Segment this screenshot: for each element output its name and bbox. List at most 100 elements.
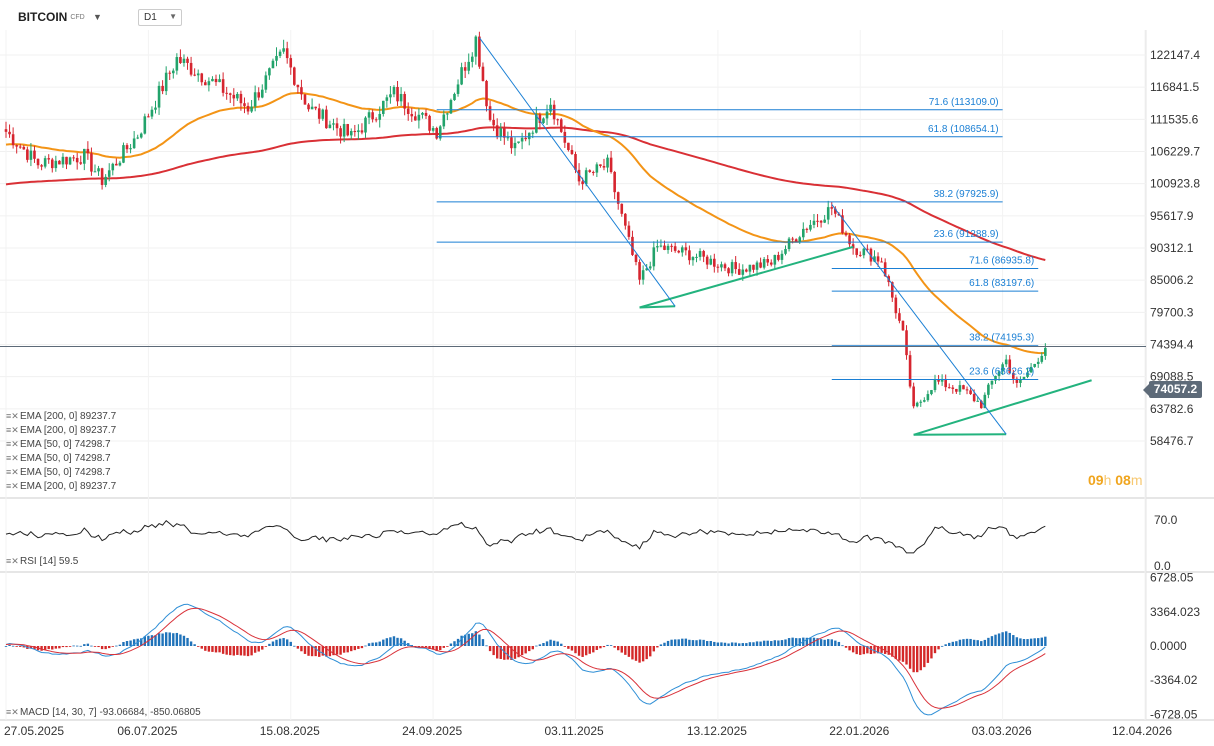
legend-ema-3[interactable]: ≡✕EMA [50, 0] 74298.7 xyxy=(6,439,111,450)
macd-bar xyxy=(705,641,709,646)
legend-ema-1[interactable]: ≡✕EMA [200, 0] 89237.7 xyxy=(6,411,117,422)
macd-bar xyxy=(962,639,965,646)
macd-bar xyxy=(431,646,435,650)
candle-body xyxy=(645,268,648,271)
candle-body xyxy=(175,57,179,71)
macd-bar xyxy=(129,640,132,646)
candle-body xyxy=(809,224,812,230)
macd-bar xyxy=(22,646,25,648)
candle-body xyxy=(1001,364,1004,372)
candle-body xyxy=(164,72,168,92)
rsi-line xyxy=(5,520,1046,554)
candle-body xyxy=(549,104,552,112)
macd-bar xyxy=(495,646,499,659)
candle-body xyxy=(8,131,11,135)
macd-bar xyxy=(659,644,663,646)
macd-bar xyxy=(214,646,218,653)
fib-level-label: 71.6 (86935.8) xyxy=(969,255,1034,266)
macd-bar xyxy=(592,646,595,653)
candle-body xyxy=(410,113,414,117)
candle-body xyxy=(118,162,122,166)
macd-bar xyxy=(335,646,339,655)
candle-body xyxy=(179,57,182,64)
legend-macd[interactable]: ≡✕MACD [14, 30, 7] -93.06684, -850.06805 xyxy=(6,707,201,718)
legend-rsi[interactable]: ≡✕RSI [14] 59.5 xyxy=(6,556,79,567)
candle-body xyxy=(182,58,186,64)
candle-body xyxy=(129,148,132,150)
candle-body xyxy=(154,107,157,110)
candle-body xyxy=(317,108,321,119)
candle-body xyxy=(107,170,111,177)
candle-body xyxy=(656,246,659,248)
macd-bar xyxy=(560,643,563,646)
macd-bar xyxy=(784,639,787,646)
macd-bar xyxy=(268,643,271,646)
macd-bar xyxy=(791,637,794,646)
macd-bar xyxy=(894,646,898,660)
symbol-dropdown-icon[interactable]: ▼ xyxy=(93,12,102,22)
macd-bar xyxy=(609,645,613,646)
candle-body xyxy=(111,163,115,171)
macd-bar xyxy=(463,634,467,646)
candle-body xyxy=(990,380,994,385)
candle-body xyxy=(171,70,175,74)
macd-bar xyxy=(442,646,446,648)
macd-bar xyxy=(916,646,919,673)
macd-bar xyxy=(72,645,75,647)
candle-body xyxy=(552,104,556,120)
legend-ema-4[interactable]: ≡✕EMA [50, 0] 74298.7 xyxy=(6,453,111,464)
macd-bar xyxy=(403,640,406,646)
candle-body xyxy=(855,248,858,255)
macd-bar xyxy=(773,640,777,646)
macd-bar xyxy=(246,646,250,657)
legend-ema-6[interactable]: ≡✕EMA [200, 0] 89237.7 xyxy=(6,481,117,492)
macd-bar xyxy=(364,645,367,647)
price-tick-label: 116841.5 xyxy=(1150,80,1199,94)
macd-bar xyxy=(65,646,68,648)
macd-bar xyxy=(556,641,559,646)
macd-bar xyxy=(47,646,50,650)
candle-body xyxy=(680,247,684,253)
candle-body xyxy=(876,256,880,262)
candle-body xyxy=(307,104,310,110)
candle-body xyxy=(638,262,641,280)
candle-body xyxy=(364,117,367,133)
macd-bar xyxy=(86,643,90,646)
candle-body xyxy=(157,85,161,108)
macd-bar xyxy=(371,642,374,646)
candle-body xyxy=(659,245,663,247)
macd-bar xyxy=(229,646,232,656)
candle-body xyxy=(684,247,688,251)
macd-bar xyxy=(460,635,463,646)
candle-body xyxy=(584,170,588,185)
fib-level-label: 23.6 (91288.9) xyxy=(934,229,999,240)
candle-body xyxy=(570,149,574,155)
candle-body xyxy=(339,128,342,137)
candle-body xyxy=(424,112,428,116)
candle-body xyxy=(595,164,599,173)
legend-ema-5[interactable]: ≡✕EMA [50, 0] 74298.7 xyxy=(6,467,111,478)
candle-body xyxy=(218,79,221,83)
macd-bar xyxy=(517,646,520,658)
macd-bar xyxy=(236,646,239,655)
macd-bar xyxy=(97,646,100,648)
macd-bar xyxy=(478,634,481,646)
candle-body xyxy=(730,262,734,274)
candle-body xyxy=(310,106,314,110)
timeframe-select[interactable]: D1 ▼ xyxy=(138,9,182,26)
price-tick-label: 95617.9 xyxy=(1150,209,1194,223)
candle-body xyxy=(816,220,819,222)
legend-ema-2[interactable]: ≡✕EMA [200, 0] 89237.7 xyxy=(6,425,117,436)
candle-body xyxy=(503,128,506,138)
candle-body xyxy=(1008,359,1012,373)
candle-body xyxy=(624,213,627,226)
symbol-label[interactable]: BITCOIN CFD xyxy=(18,10,85,24)
candle-body xyxy=(926,394,930,401)
macd-bar xyxy=(752,642,755,646)
macd-bar xyxy=(535,645,538,647)
candle-body xyxy=(332,123,335,125)
candle-body xyxy=(574,154,577,170)
macd-tick-label: -3364.02 xyxy=(1150,673,1198,687)
candle-body xyxy=(987,384,990,395)
